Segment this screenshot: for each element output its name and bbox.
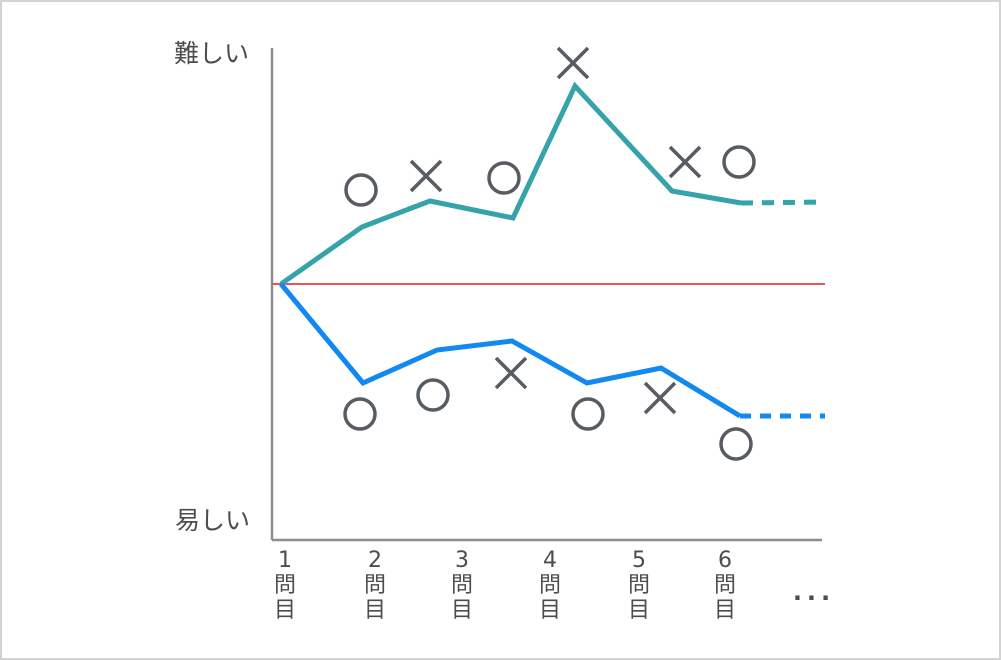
x-tick-char: 問 — [363, 573, 386, 598]
correct-circle-marker — [343, 397, 377, 431]
correct-circle-marker — [722, 145, 756, 179]
correct-circle-marker — [719, 427, 753, 461]
incorrect-cross-marker — [494, 356, 528, 390]
x-tick-char: 問 — [713, 573, 736, 598]
correct-circle-marker — [571, 397, 605, 431]
correct-circle-marker — [487, 161, 521, 195]
incorrect-cross-marker — [668, 145, 702, 179]
x-tick-char: 3 — [455, 548, 469, 573]
x-axis-ellipsis: ... — [792, 578, 836, 606]
x-tick-char: 目 — [713, 598, 736, 623]
correct-circle-marker — [416, 378, 450, 412]
x-tick-char: 1 — [278, 548, 292, 573]
y-axis-label-easy: 易しい — [175, 506, 251, 535]
y-axis-label-difficult: 難しい — [174, 39, 250, 68]
x-tick-char: 問 — [627, 573, 650, 598]
x-tick-char: 5 — [632, 548, 646, 573]
upper-difficulty-line-dashed-extension — [740, 199, 826, 206]
x-tick-char: 目 — [363, 598, 386, 623]
x-tick-char: 問 — [273, 573, 296, 598]
x-tick-char: 6 — [718, 548, 732, 573]
x-tick-char: 目 — [450, 598, 473, 623]
x-tick-char: 目 — [538, 598, 561, 623]
x-tick-char: 目 — [273, 598, 296, 623]
incorrect-cross-marker — [643, 381, 677, 415]
x-tick-char: 問 — [538, 573, 561, 598]
x-tick-char: 4 — [543, 548, 557, 573]
lower-difficulty-line — [279, 282, 742, 419]
incorrect-cross-marker — [556, 46, 590, 80]
x-tick-char: 問 — [450, 573, 473, 598]
correct-circle-marker — [344, 173, 378, 207]
incorrect-cross-marker — [409, 159, 443, 193]
upper-difficulty-line — [279, 81, 742, 287]
x-tick-char: 2 — [368, 548, 382, 573]
x-tick-char: 目 — [627, 598, 650, 623]
